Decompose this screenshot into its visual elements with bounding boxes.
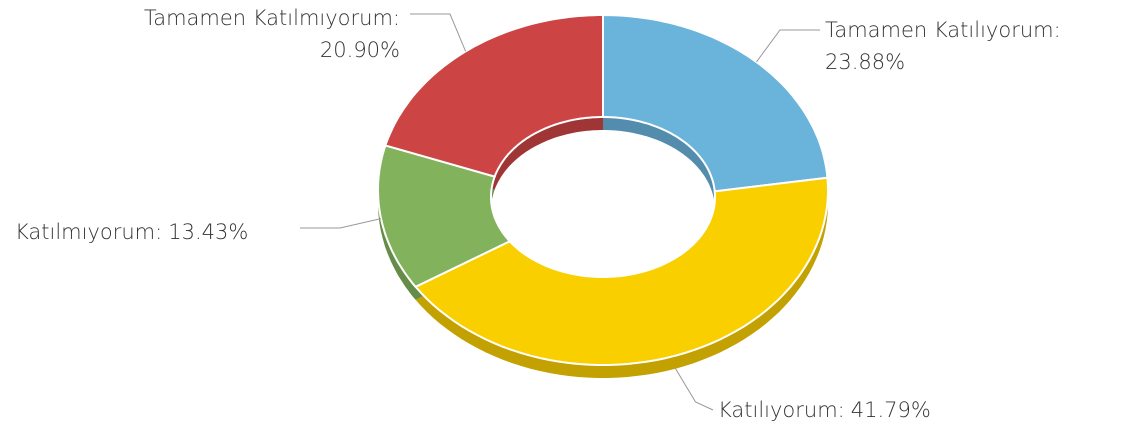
category-label: Katılıyorum: bbox=[718, 398, 845, 422]
slice-label: Katılmıyorum: 13.43% bbox=[15, 220, 248, 244]
leader-line bbox=[675, 368, 714, 411]
slice bbox=[384, 14, 604, 178]
slice bbox=[602, 13, 829, 193]
leader-line bbox=[756, 29, 820, 63]
value-label: 41.79% bbox=[851, 398, 931, 422]
slice-label: Tamamen Katılıyorum: bbox=[825, 18, 1061, 42]
slice-label: Katılıyorum: 41.79% bbox=[718, 398, 931, 422]
value-label: 20.90% bbox=[320, 38, 400, 62]
value-label: 23.88% bbox=[825, 50, 905, 74]
slice-label: Tamamen Katılmıyorum: bbox=[144, 6, 400, 30]
value-label: 13.43% bbox=[168, 220, 248, 244]
leader-line bbox=[300, 218, 382, 229]
leader-line bbox=[410, 13, 467, 52]
category-label: Katılmıyorum: bbox=[15, 220, 162, 244]
